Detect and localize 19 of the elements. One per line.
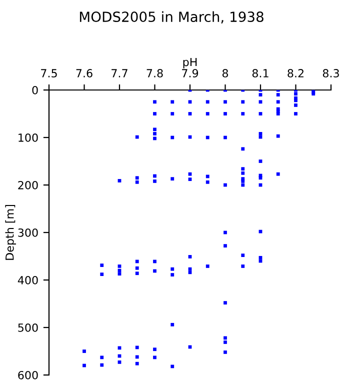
y-axis-title: Depth [m] — [5, 205, 16, 260]
y-tick-label: 100 — [18, 133, 38, 142]
x-tick-label: 7.7 — [112, 69, 128, 78]
chart-title: MODS2005 in March, 1938 — [80, 11, 264, 24]
x-tick-label: 8.2 — [288, 69, 304, 78]
y-tick-label: 300 — [18, 228, 38, 237]
y-tick-label: 400 — [18, 276, 38, 284]
x-tick-label: 7.5 — [41, 69, 57, 78]
y-tick-label: 600 — [18, 370, 38, 380]
y-tick-label: 200 — [18, 180, 38, 190]
y-tick-label: 500 — [18, 323, 38, 332]
x-tick-label: 7.9 — [182, 69, 198, 78]
x-tick-label: 7.8 — [146, 69, 163, 78]
x-tick-label: 8.3 — [322, 69, 339, 78]
x-tick-label: 7.6 — [76, 69, 92, 78]
x-axis-title: pH — [183, 58, 197, 68]
x-tick-label: 8 — [222, 69, 228, 78]
y-tick-label: 0 — [32, 86, 38, 94]
x-tick-label: 8.1 — [252, 69, 268, 78]
